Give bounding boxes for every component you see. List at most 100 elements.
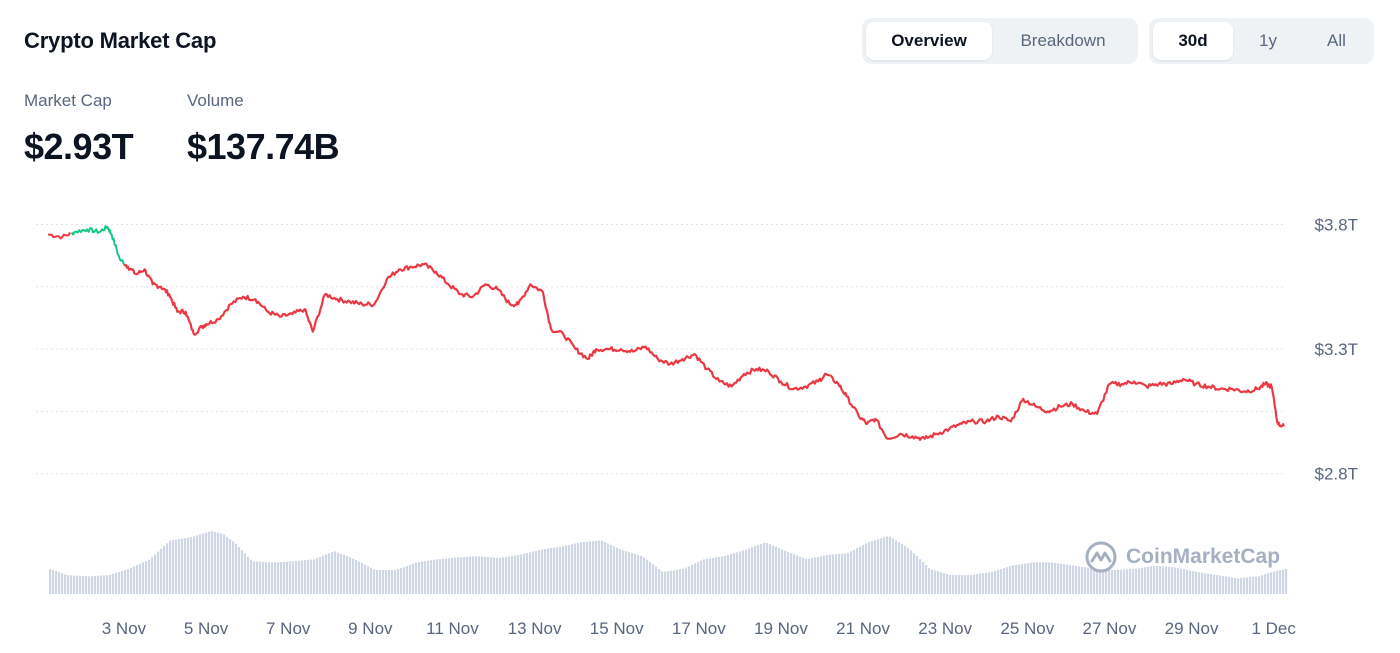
tab-overview[interactable]: Overview	[866, 22, 992, 60]
volume-bar	[922, 562, 925, 594]
volume-bar	[367, 566, 370, 594]
volume-bar	[523, 553, 526, 594]
range-30d[interactable]: 30d	[1153, 22, 1233, 60]
volume-bar	[79, 575, 82, 594]
volume-value: $137.74B	[187, 126, 340, 167]
volume-bar	[208, 531, 211, 594]
volume-bar	[238, 547, 241, 594]
volume-bar	[1054, 562, 1057, 594]
volume-bar	[796, 555, 799, 594]
volume-bar	[325, 554, 328, 594]
volume-bar	[1141, 567, 1144, 594]
volume-bar	[334, 551, 337, 594]
volume-bar	[919, 559, 922, 594]
y-axis: $2.8T $3.3T $3.8T	[1315, 215, 1358, 483]
volume-bar	[1192, 571, 1195, 594]
volume-bar	[412, 563, 415, 594]
volume-bar	[382, 570, 385, 594]
volume-bar	[661, 571, 664, 594]
volume-bar	[937, 571, 940, 594]
volume-bar	[1201, 572, 1204, 594]
volume-bar	[1006, 567, 1009, 594]
volume-bar	[739, 551, 742, 594]
volume-bar	[97, 575, 100, 594]
market-cap-chart[interactable]: $2.8T $3.3T $3.8T 3 Nov 5 Nov 7 Nov 9 Nov 11 N…	[0, 195, 1400, 653]
volume-bar	[532, 551, 535, 594]
volume-bar	[1012, 565, 1015, 594]
x-tick-label: 19 Nov	[754, 619, 808, 638]
volume-bar	[751, 547, 754, 594]
volume-bar	[1051, 562, 1054, 594]
tab-breakdown[interactable]: Breakdown	[1020, 31, 1106, 50]
volume-bar	[748, 548, 751, 594]
volume-bar	[1117, 569, 1120, 594]
volume-bar	[652, 564, 655, 594]
volume-bar	[217, 532, 220, 594]
volume-bar	[934, 570, 937, 594]
volume-bar	[634, 553, 637, 594]
volume-bar	[1090, 568, 1093, 594]
volume-bar	[1162, 566, 1165, 594]
volume-bar	[553, 547, 556, 594]
volume-bar	[109, 574, 112, 594]
volume-bar	[787, 551, 790, 594]
x-tick-label: 17 Nov	[672, 619, 726, 638]
volume-bar	[1168, 566, 1171, 594]
volume-bar	[1252, 576, 1255, 594]
volume-bar	[403, 567, 406, 594]
volume-bar	[1060, 563, 1063, 594]
volume-bar	[1045, 562, 1048, 594]
volume-bar	[949, 575, 952, 594]
series-line-down	[123, 262, 1285, 441]
x-tick-label: 5 Nov	[184, 619, 229, 638]
volume-bar	[196, 535, 199, 594]
x-tick-label: 27 Nov	[1082, 619, 1136, 638]
volume-bar	[514, 555, 517, 594]
volume-bar	[397, 569, 400, 594]
volume-bar	[856, 548, 859, 594]
volume-bar	[388, 570, 391, 594]
volume-bar	[286, 561, 289, 594]
volume-bar	[142, 562, 145, 594]
volume-bar	[976, 574, 979, 594]
range-all[interactable]: All	[1327, 31, 1346, 50]
volume-bar	[442, 558, 445, 594]
volume-bar	[1003, 568, 1006, 594]
volume-bar	[952, 575, 955, 594]
range-1y[interactable]: 1y	[1259, 31, 1277, 50]
volume-bar	[841, 553, 844, 594]
volume-bar	[1021, 564, 1024, 594]
volume-bar	[1261, 575, 1264, 594]
volume-bar	[205, 532, 208, 594]
volume-bar	[490, 557, 493, 594]
volume-bar	[1111, 569, 1114, 594]
volume-bar	[166, 543, 169, 594]
volume-bar	[847, 552, 850, 594]
volume-bar	[295, 560, 298, 594]
volume-bar	[655, 566, 658, 594]
volume-bar	[175, 539, 178, 594]
volume-bar	[1099, 569, 1102, 594]
volume-bar	[454, 557, 457, 594]
volume-bar	[100, 575, 103, 594]
volume-bar	[814, 557, 817, 594]
volume-bar	[340, 553, 343, 594]
price-line	[47, 225, 1285, 441]
volume-bar	[358, 561, 361, 594]
volume-bar	[862, 545, 865, 594]
volume-bar	[223, 534, 226, 594]
volume-bar	[1231, 577, 1234, 594]
volume-bar	[481, 556, 484, 594]
volume-bar	[1240, 577, 1243, 594]
volume-bar	[613, 546, 616, 594]
volume-bar	[103, 575, 106, 594]
volume-bar	[811, 558, 814, 594]
volume-bar	[1069, 565, 1072, 594]
volume-bar	[721, 556, 724, 594]
volume-bar	[517, 555, 520, 594]
volume-bar	[1204, 573, 1207, 594]
volume-bar	[844, 553, 847, 594]
volume-bar	[886, 536, 889, 594]
volume-bar	[883, 537, 886, 594]
volume-bar	[313, 559, 316, 594]
